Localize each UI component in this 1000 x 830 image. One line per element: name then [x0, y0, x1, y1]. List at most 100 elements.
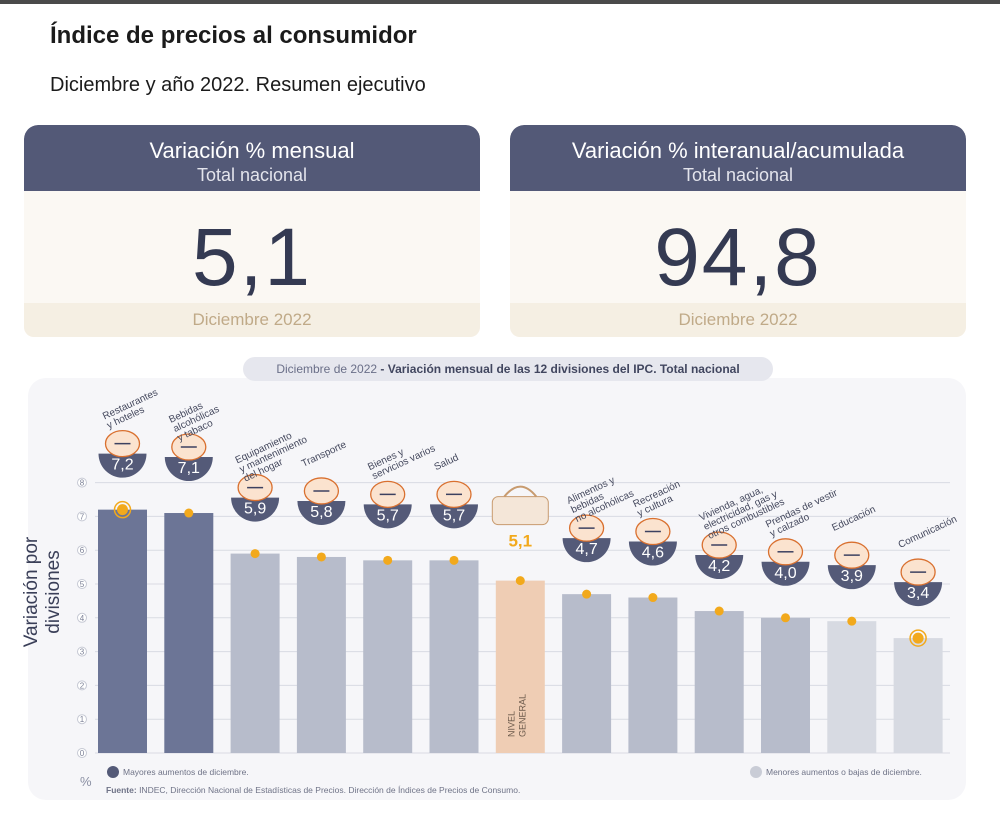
bar [164, 513, 214, 753]
card-monthly-period: Diciembre 2022 [24, 303, 480, 337]
data-point [250, 549, 260, 559]
data-point [383, 555, 393, 565]
chart-caption: Diciembre de 2022 - Variación mensual de… [243, 357, 773, 381]
bar [827, 621, 877, 753]
value-badge [231, 497, 280, 522]
value-badge [761, 561, 810, 586]
y-tick-label: 5 [80, 580, 85, 589]
y-tick-marker [77, 579, 87, 589]
value-label: 4,0 [774, 565, 796, 582]
basket-icon-handle [503, 485, 538, 498]
data-point-ring [909, 629, 927, 647]
data-point [117, 504, 128, 516]
card-annual-header: Variación % interanual/acumulada Total n… [510, 125, 966, 191]
data-point-ring [113, 500, 132, 519]
y-tick-marker [77, 477, 87, 488]
value-label: 5,9 [244, 501, 266, 518]
value-badge [827, 565, 876, 590]
value-badge [695, 555, 744, 580]
source-note: Fuente: INDEC, Dirección Nacional de Est… [106, 785, 520, 795]
value-badge [430, 504, 478, 529]
value-label: 5,1 [508, 532, 532, 551]
top-rule [0, 0, 1000, 4]
card-monthly-value: 5,1 [192, 212, 312, 303]
value-label: 5,8 [310, 504, 332, 521]
value-label: 7,1 [178, 460, 200, 477]
chart-caption-separator: - [377, 362, 388, 376]
value-label: 4,7 [575, 541, 597, 558]
y-tick-label: 3 [80, 648, 85, 657]
bar [893, 638, 943, 753]
y-tick-label: 7 [80, 512, 85, 521]
card-annual: Variación % interanual/acumulada Total n… [510, 125, 966, 337]
data-point [847, 616, 857, 626]
data-point [912, 632, 924, 644]
data-point [184, 508, 194, 518]
data-point [449, 555, 459, 565]
card-annual-period: Diciembre 2022 [510, 303, 966, 337]
category-label: Educación [830, 504, 877, 534]
value-label: 4,2 [708, 558, 730, 575]
source-label: Fuente: [106, 785, 139, 795]
card-monthly-title: Variación % mensual [149, 138, 355, 163]
page-title: Índice de precios al consumidor [50, 22, 417, 49]
card-monthly: Variación % mensual Total nacional 5,1 D… [24, 125, 480, 337]
y-tick-label: 1 [80, 715, 85, 724]
bar [98, 509, 147, 753]
card-annual-value: 94,8 [654, 212, 822, 303]
data-point [648, 593, 658, 603]
chart-caption-text: Variación mensual de las 12 divisiones d… [387, 362, 740, 376]
y-tick-marker [77, 612, 87, 623]
data-point [714, 606, 724, 616]
card-monthly-subtitle: Total nacional [196, 165, 308, 185]
y-tick-marker [77, 714, 87, 725]
bar [495, 580, 545, 753]
bar [296, 556, 346, 753]
card-annual-subtitle: Total nacional [682, 165, 794, 185]
category-label: GENERAL [517, 694, 527, 737]
bar [230, 553, 280, 753]
bar [363, 560, 413, 753]
y-tick-marker [77, 511, 87, 522]
value-badge [363, 504, 412, 529]
legend-label-low: Menores aumentos o bajas de diciembre. [766, 767, 922, 777]
data-point [515, 576, 525, 586]
card-annual-title: Variación % interanual/acumulada [571, 138, 905, 163]
value-label: 5,7 [377, 507, 399, 524]
value-label: 3,9 [841, 568, 863, 585]
y-tick-label: 2 [80, 681, 85, 690]
category-label: NIVEL [506, 711, 516, 737]
category-label: Salud [433, 452, 461, 473]
data-point [582, 589, 592, 599]
chart-caption-period: Diciembre de 2022 [276, 362, 378, 376]
basket-icon-body [491, 496, 549, 526]
value-badge [628, 541, 677, 566]
y-tick-label: 8 [80, 479, 85, 488]
bar [761, 617, 810, 753]
value-badge [562, 538, 611, 563]
y-tick-label: 4 [80, 614, 85, 623]
legend-label-high: Mayores aumentos de diciembre. [123, 767, 249, 777]
y-tick-marker [77, 646, 87, 657]
legend-marker-low [750, 766, 762, 778]
value-label: 7,2 [111, 457, 133, 474]
value-badge [164, 457, 213, 482]
data-point [316, 552, 326, 562]
value-label: 4,6 [642, 545, 664, 562]
value-badge [98, 453, 147, 478]
y-unit-label: % [80, 774, 92, 789]
value-label: 3,4 [907, 585, 929, 602]
y-tick-marker [77, 748, 87, 758]
data-point [781, 613, 790, 623]
y-tick-marker [77, 680, 87, 691]
value-label: 5,7 [443, 507, 465, 524]
category-label: Comunicación [897, 514, 959, 551]
y-tick-label: 6 [80, 546, 85, 555]
value-badge [297, 500, 346, 525]
legend-marker-high [107, 766, 119, 778]
bar [694, 611, 744, 753]
page-subtitle: Diciembre y año 2022. Resumen ejecutivo [50, 74, 426, 96]
bar [429, 560, 479, 753]
source-text: INDEC, Dirección Nacional de Estadística… [139, 785, 520, 795]
